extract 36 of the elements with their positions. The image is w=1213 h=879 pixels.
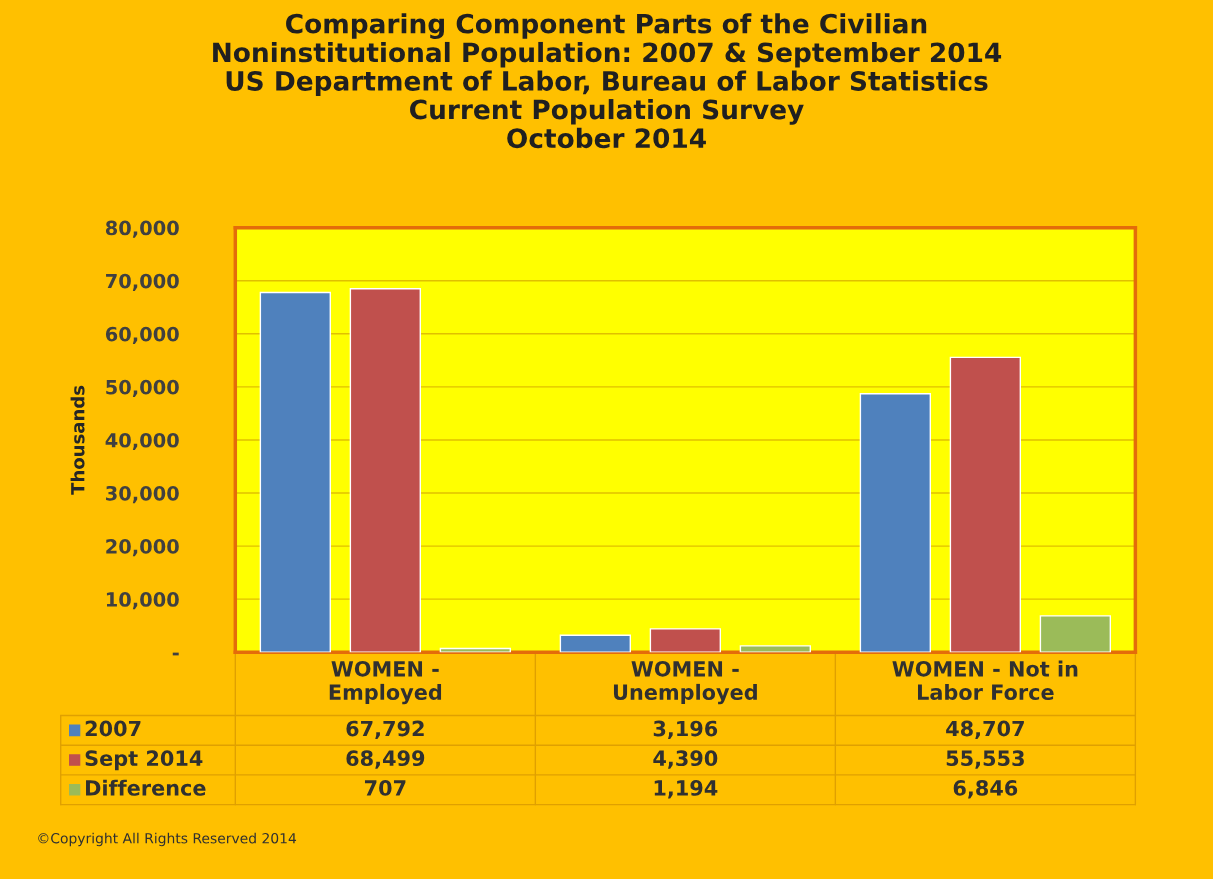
data-label: 4,390	[653, 750, 718, 769]
y-tick-label: 80,000	[105, 220, 179, 238]
x-tick-label: WOMEN - Not in Labor Force	[892, 660, 1078, 701]
legend-label: 2007	[85, 720, 141, 737]
data-label: 67,792	[346, 720, 424, 740]
bar	[949, 356, 1022, 653]
x-tick-label: WOMEN - Employed	[329, 660, 442, 705]
legend-label: Sept 2014	[85, 750, 203, 771]
data-label: 6,846	[953, 780, 1018, 799]
legend-label: Difference	[86, 779, 206, 796]
data-label: 707	[364, 780, 406, 796]
data-label: 3,196	[653, 720, 718, 740]
y-tick-label: 50,000	[106, 379, 179, 398]
bar	[649, 628, 721, 653]
bar	[349, 288, 421, 653]
y-tick-label: 70,000	[106, 273, 179, 291]
bar	[559, 634, 631, 653]
bar	[439, 647, 511, 653]
data-label: 55,553	[946, 750, 1024, 769]
bar	[1039, 615, 1112, 653]
y-axis-title: Thousands	[70, 385, 85, 495]
chart-title: Comparing Component Parts of the Civilian Noninstitutional Population: 2007 & September 2014 US Department of Labor, Bureau of Labor Statistics Current Population Survey October 2014	[213, 13, 1002, 149]
text: ©Copyright All Rights Reserved 2014	[38, 832, 297, 847]
data-label: 1,194	[654, 780, 718, 799]
y-tick-label: 40,000	[105, 432, 179, 451]
bar	[859, 393, 932, 653]
data-label: 48,707	[946, 720, 1024, 740]
bar	[739, 645, 811, 653]
bar	[259, 291, 331, 653]
y-tick-label: 60,000	[105, 326, 179, 344]
data-label: 68,499	[346, 750, 425, 769]
y-tick-label: 10,000	[106, 592, 179, 610]
y-tick-label: 30,000	[106, 485, 179, 504]
x-tick-label: WOMEN - Unemployed	[613, 660, 757, 705]
y-tick-label: -	[172, 652, 179, 656]
y-tick-label: 20,000	[106, 539, 179, 557]
